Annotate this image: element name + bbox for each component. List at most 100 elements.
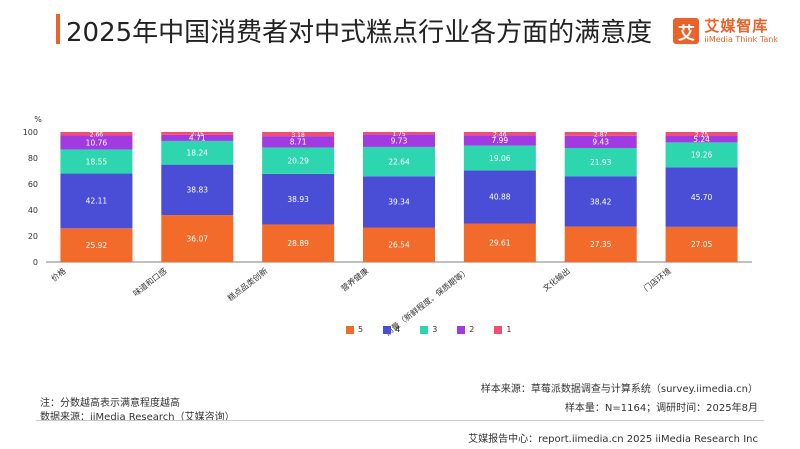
bar-segment: [60, 132, 133, 136]
data-label: 40.88: [489, 193, 511, 202]
bar-segment: [262, 147, 335, 174]
sample-size-text: 样本量：N=1164；调研时间：2025年8月: [564, 403, 758, 414]
data-label: 20.29: [287, 156, 309, 165]
data-label: 38.42: [590, 197, 612, 206]
bar-segment: [363, 227, 435, 262]
data-label: 1.75: [392, 131, 406, 138]
data-label: 42.11: [86, 197, 108, 206]
y-axis-unit-label: %: [34, 115, 42, 124]
category-label: 价格: [49, 266, 68, 284]
data-label: 9.73: [391, 136, 408, 145]
bar-segment: [363, 146, 435, 177]
legend-label: 4: [395, 325, 401, 334]
data-label: 2.15: [191, 131, 205, 138]
bar-segment: [564, 226, 637, 262]
bar-segment: [363, 132, 435, 135]
category-label: 味道和口感: [131, 266, 169, 299]
legend-swatch: [420, 325, 429, 334]
y-tick-label: 0: [33, 258, 38, 267]
logo-glyph: 艾: [673, 18, 700, 44]
legend-swatch: [494, 325, 503, 334]
bar-segment: [262, 136, 335, 148]
bar-segment: [262, 173, 335, 225]
data-label: 26.54: [388, 241, 410, 250]
bar-segment: [60, 173, 133, 229]
logo-cn-text: 艾媒智库: [704, 16, 769, 35]
footer-text: 艾媒报告中心：report.iimedia.cn 2025 iiMedia Re…: [468, 434, 758, 445]
data-label: 25.92: [86, 241, 108, 250]
legend-item: 1: [494, 325, 511, 334]
data-label: 27.05: [691, 240, 713, 249]
data-label: 18.24: [187, 149, 209, 158]
data-label: 8.71: [290, 138, 307, 147]
data-label: 19.06: [489, 154, 511, 163]
brand-logo: 艾 艾媒智库 iiMedia Think Tank: [673, 18, 778, 44]
data-label: 10.76: [86, 138, 108, 147]
legend-swatch: [346, 325, 354, 334]
data-label: 4.71: [189, 134, 206, 143]
data-label: 27.35: [590, 240, 612, 249]
bar-segment: [463, 145, 536, 171]
bar-segment: [564, 147, 637, 177]
bar-segment: [363, 134, 435, 147]
bar-segment: [463, 223, 536, 262]
y-tick-label: 40: [28, 206, 38, 215]
bar-segment: [665, 226, 738, 262]
legend-label: 2: [469, 325, 475, 334]
bar-segment: [665, 135, 738, 143]
bar-segment: [161, 140, 234, 165]
y-tick-label: 100: [23, 128, 38, 137]
data-label: 28.89: [287, 239, 309, 248]
bar-segment: [262, 224, 335, 262]
data-label: 39.34: [388, 198, 410, 207]
bar-segment: [363, 176, 435, 228]
legend-label: 1: [506, 325, 512, 334]
bar-segment: [161, 132, 234, 135]
chart-legend: 5 4 3 2 1: [346, 325, 511, 334]
page-title: 2025年中国消费者对中式糕点行业各方面的满意度: [66, 18, 653, 48]
footer-divider: [36, 420, 764, 421]
title-accent-bar: [56, 14, 60, 44]
data-label: 36.07: [187, 234, 209, 243]
bar-segment: [161, 164, 234, 216]
bar-segment: [564, 132, 637, 136]
bar-segment: [665, 132, 738, 136]
y-tick-label: 20: [28, 232, 38, 241]
category-label: 门店环境: [641, 266, 672, 294]
data-label: 19.26: [691, 151, 713, 160]
bar-segment: [262, 132, 335, 137]
bar-segment: [665, 142, 738, 168]
bar-segment: [60, 149, 133, 174]
bar-segment: [463, 135, 536, 146]
bar-segment: [60, 228, 133, 262]
data-label: 3.18: [291, 132, 305, 139]
data-label: 2.75: [695, 132, 709, 139]
category-label: 文化输出: [541, 266, 572, 294]
legend-swatch: [383, 325, 392, 334]
legend-item: 2: [457, 325, 474, 334]
data-label: 5.24: [693, 135, 710, 144]
bar-segment: [564, 135, 637, 148]
source-text: 数据来源：iiMedia Research（艾媒咨询）: [40, 412, 235, 423]
legend-item: 3: [420, 325, 437, 334]
legend-label: 5: [358, 325, 364, 334]
legend-swatch: [457, 325, 466, 334]
data-label: 45.70: [691, 193, 713, 202]
legend-item: 5: [346, 325, 363, 334]
data-label: 38.83: [187, 186, 209, 195]
data-label: 9.43: [592, 138, 609, 147]
legend-label: 3: [432, 325, 438, 334]
data-label: 21.93: [590, 158, 612, 167]
bar-segment: [463, 132, 536, 136]
logo-en-text: iiMedia Think Tank: [704, 34, 778, 44]
data-label: 29.61: [489, 239, 511, 248]
note-text: 注：分数越高表示满意程度越高: [40, 398, 180, 409]
y-tick-label: 60: [28, 180, 38, 189]
bar-segment: [161, 215, 234, 262]
y-tick-label: 80: [28, 154, 38, 163]
bar-segment: [161, 134, 234, 141]
data-label: 2.87: [594, 132, 608, 139]
bar-segment: [665, 167, 738, 227]
bar-segment: [463, 170, 536, 224]
